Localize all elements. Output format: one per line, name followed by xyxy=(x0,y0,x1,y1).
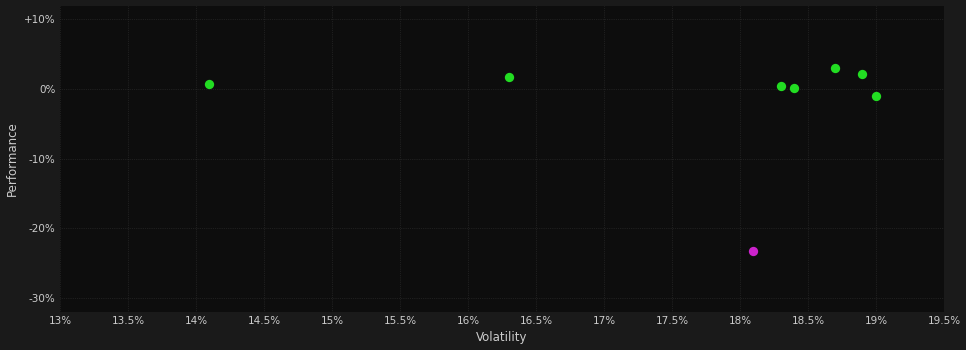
Y-axis label: Performance: Performance xyxy=(6,121,18,196)
Point xyxy=(501,74,517,79)
Point xyxy=(827,65,842,71)
Point xyxy=(773,83,788,89)
Point xyxy=(855,71,870,77)
Point xyxy=(868,93,884,99)
Point xyxy=(202,82,217,87)
X-axis label: Volatility: Volatility xyxy=(476,331,527,344)
Point xyxy=(746,248,761,254)
Point xyxy=(786,85,802,90)
